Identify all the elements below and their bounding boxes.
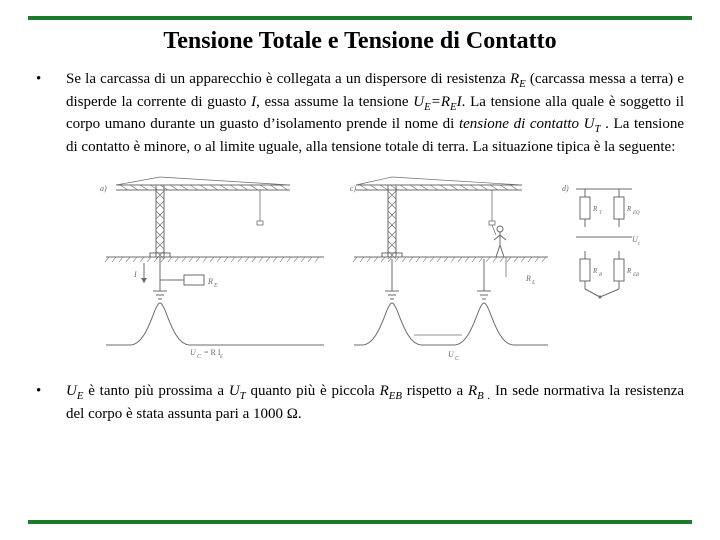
bullet-item: • Se la carcassa di un apparecchio è col… [36, 69, 684, 157]
svg-text:T: T [599, 211, 603, 216]
svg-text:E: E [213, 283, 218, 289]
svg-text:R: R [592, 205, 598, 213]
svg-text:U: U [448, 350, 455, 359]
svg-text:B: B [599, 273, 602, 278]
svg-text:c): c) [350, 184, 357, 193]
bullet-text: UE è tanto più prossima a UT quanto più … [66, 381, 684, 424]
svg-text:R: R [207, 277, 213, 286]
svg-text:R: R [626, 205, 632, 213]
diagram-figure: a)REIUC= R IEc)RLUCd)RTREQRBREBUC [36, 167, 684, 367]
bullet-item: • UE è tanto più prossima a UT quanto pi… [36, 381, 684, 424]
bullet-marker: • [36, 381, 50, 401]
svg-text:E: E [219, 355, 223, 360]
slide-content: • Se la carcassa di un apparecchio è col… [0, 69, 720, 424]
svg-text:R: R [592, 267, 598, 275]
svg-text:U: U [190, 348, 197, 357]
svg-text:EB: EB [632, 273, 639, 278]
top-rule [28, 16, 692, 20]
svg-text:R: R [626, 267, 632, 275]
svg-text:a): a) [100, 184, 107, 193]
svg-text:d): d) [562, 184, 569, 193]
bottom-rule [28, 520, 692, 524]
bullet-marker: • [36, 69, 50, 89]
svg-text:= R I: = R I [204, 348, 221, 357]
svg-text:C: C [197, 354, 202, 360]
bullet-text: Se la carcassa di un apparecchio è colle… [66, 69, 684, 157]
svg-text:C: C [638, 242, 640, 247]
svg-text:I: I [133, 270, 137, 279]
svg-text:R: R [525, 274, 531, 283]
svg-text:L: L [531, 280, 536, 286]
slide-title: Tensione Totale e Tensione di Contatto [0, 0, 720, 69]
svg-text:EQ: EQ [632, 211, 640, 216]
svg-text:C: C [455, 356, 460, 362]
